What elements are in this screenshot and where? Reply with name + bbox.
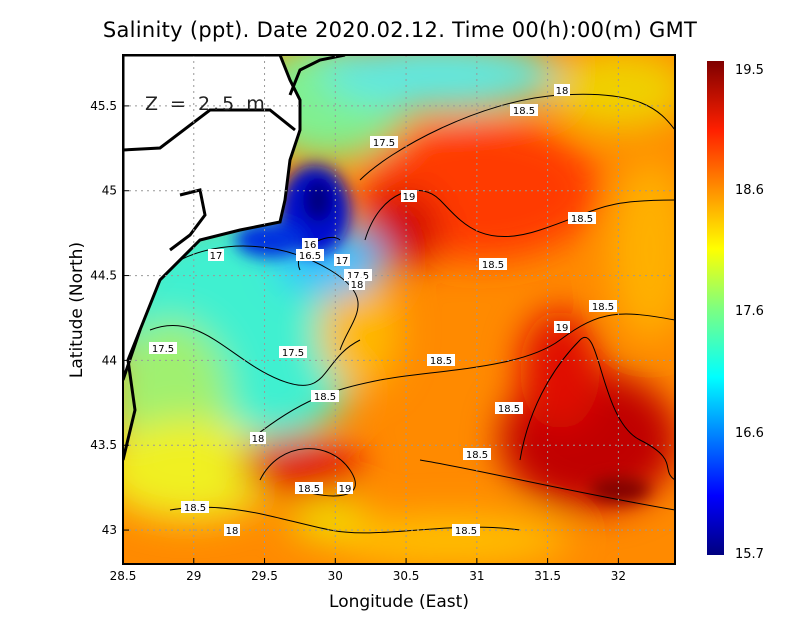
land-mass <box>123 55 302 381</box>
x-tick-label: 31.5 <box>534 569 561 583</box>
x-ticks: 28.5 29 29.5 30 30.5 31 31.5 32 <box>110 558 626 583</box>
x-tick-label: 30 <box>328 569 343 583</box>
contour-label: 18 <box>252 434 265 445</box>
contour-label-bg <box>279 346 307 358</box>
contour-label: 17.5 <box>282 348 304 359</box>
x-tick-label: 29.5 <box>251 569 278 583</box>
colorbar-tick-label: 19.5 <box>735 63 764 78</box>
contour-label: 18 <box>556 86 569 97</box>
contour-label: 18.5 <box>298 484 320 495</box>
contour-label-bg <box>208 249 224 261</box>
contour-label-bg <box>295 482 323 494</box>
contour-label: 18.5 <box>498 404 520 415</box>
grid-lines <box>123 55 675 564</box>
contour-label: 18.5 <box>482 260 504 271</box>
colorbar-ticks: 19.5 18.6 17.6 16.6 15.7 <box>735 63 764 562</box>
contour-label-bg <box>302 238 318 250</box>
contour-label-bg <box>296 249 324 261</box>
plot-frame <box>122 54 676 565</box>
x-axis-label: Longitude (East) <box>329 592 469 612</box>
colorbar-tick-label: 18.6 <box>735 183 764 198</box>
contour-label: 18.5 <box>430 356 452 367</box>
x-tick-label: 29 <box>186 569 201 583</box>
contour-label: 17 <box>210 251 223 262</box>
y-tick-label: 45.5 <box>90 99 117 113</box>
contour-label-bg <box>250 432 266 444</box>
contour-label-bg <box>337 482 353 494</box>
colorbar-tick-label: 16.6 <box>735 426 764 441</box>
contour-label: 18.5 <box>314 392 336 403</box>
contour-label-bg <box>452 524 480 536</box>
contour-label: 18 <box>226 526 239 537</box>
contour-label: 18 <box>351 280 364 291</box>
colorbar-tick-label: 15.7 <box>735 547 764 562</box>
contour-label-bg <box>495 402 523 414</box>
x-tick-label: 30.5 <box>393 569 420 583</box>
contour-label-bg <box>349 278 365 290</box>
colorbar <box>707 61 724 555</box>
contour-label: 18.5 <box>592 302 614 313</box>
contour-label: 16.5 <box>299 251 321 262</box>
contour-label: 16 <box>304 240 317 251</box>
contour-label: 18.5 <box>184 503 206 514</box>
contour-label: 19 <box>556 323 569 334</box>
y-ticks: 43 43.5 44 44.5 45 45.5 <box>90 99 129 537</box>
contour-label: 18.5 <box>571 214 593 225</box>
contour-label: 18.5 <box>466 450 488 461</box>
chart-title: Salinity (ppt). Date 2020.02.12. Time 00… <box>102 18 698 42</box>
contour-label: 17 <box>336 256 349 267</box>
contour-label: 17.5 <box>373 138 395 149</box>
contour-label-bg <box>224 524 240 536</box>
contour-label-bg <box>427 354 455 366</box>
salinity-field <box>123 55 675 564</box>
contour-label-bg <box>370 136 398 148</box>
contour-label-bg <box>181 501 209 513</box>
depth-label: Z = 2.5 m <box>145 93 268 115</box>
y-tick-label: 44.5 <box>90 269 117 283</box>
contour-label-bg <box>311 390 339 402</box>
x-tick-label: 31 <box>469 569 484 583</box>
contour-label: 18.5 <box>513 106 535 117</box>
contour-label-bg <box>463 448 491 460</box>
contour-label: 17.5 <box>347 271 369 282</box>
contour-label-bg <box>589 300 617 312</box>
contour-label: 19 <box>339 484 352 495</box>
x-tick-label: 32 <box>611 569 626 583</box>
contour-label-bg <box>554 321 570 333</box>
contour-label: 17.5 <box>152 344 174 355</box>
contour-label: 18.5 <box>455 526 477 537</box>
contour-label-bg <box>568 212 596 224</box>
contour-label-bg <box>479 258 507 270</box>
x-tick-label: 28.5 <box>110 569 137 583</box>
y-tick-label: 44 <box>102 353 117 367</box>
y-tick-label: 43.5 <box>90 438 117 452</box>
y-tick-label: 43 <box>102 523 117 537</box>
contour-label-bg <box>554 84 570 96</box>
contour-label: 19 <box>403 192 416 203</box>
contour-label-bg <box>334 254 350 266</box>
y-tick-label: 45 <box>102 184 117 198</box>
contour-label-bg <box>401 190 417 202</box>
colorbar-tick-label: 17.6 <box>735 304 764 319</box>
contour-label-bg <box>149 342 177 354</box>
y-axis-label: Latitude (North) <box>67 242 87 378</box>
contour-label-bg <box>510 104 538 116</box>
